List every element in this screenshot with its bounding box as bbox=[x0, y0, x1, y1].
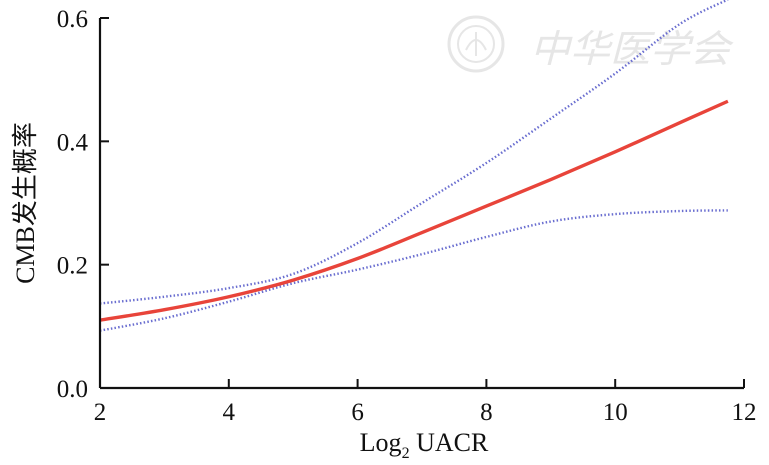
axes bbox=[98, 18, 744, 390]
series-lower-ci-line bbox=[100, 209, 728, 332]
x-ticks: 2 4 6 8 10 12 bbox=[94, 379, 757, 426]
x-tick-label: 12 bbox=[732, 399, 757, 426]
y-tick-label: 0.6 bbox=[57, 6, 88, 33]
x-tick-label: 2 bbox=[94, 399, 107, 426]
x-tick-label: 6 bbox=[351, 399, 364, 426]
x-tick-label: 4 bbox=[223, 399, 236, 426]
series-estimate-line bbox=[100, 99, 729, 322]
series-layer bbox=[100, 0, 729, 332]
x-tick-label: 8 bbox=[480, 399, 493, 426]
y-tick-label: 0.0 bbox=[57, 376, 88, 403]
watermark: 中华医学会 bbox=[447, 15, 734, 73]
y-tick-label: 0.4 bbox=[57, 129, 89, 156]
seal-logo-icon bbox=[447, 15, 505, 73]
y-tick-label: 0.2 bbox=[57, 253, 88, 280]
x-tick-label: 10 bbox=[603, 399, 628, 426]
y-axis-title: CMB发生概率 bbox=[11, 122, 40, 284]
watermark-text: 中华医学会 bbox=[530, 27, 734, 71]
y-ticks: 0.0 0.2 0.4 0.6 bbox=[57, 6, 109, 403]
x-axis-title: Log2 UACR bbox=[360, 428, 489, 462]
